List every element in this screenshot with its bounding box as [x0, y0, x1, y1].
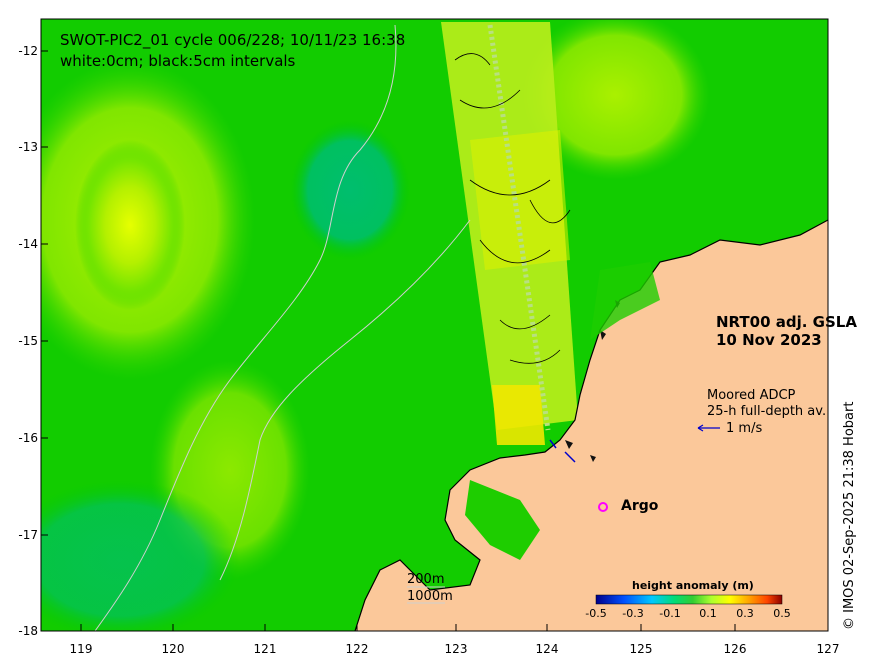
- isobath-200m: [94, 24, 397, 631]
- y-tick-label: -12: [18, 44, 38, 58]
- adcp-averaging: 25-h full-depth av.: [707, 404, 827, 419]
- x-tick-label: 122: [345, 642, 369, 656]
- x-tick-label: 127: [816, 642, 840, 656]
- colorbar-title: height anomaly (m): [632, 579, 754, 592]
- y-tick-label: -16: [18, 431, 38, 445]
- adcp-vector-2: [564, 451, 576, 463]
- map-title: SWOT-PIC2_01 cycle 006/228; 10/11/23 16:…: [60, 31, 406, 49]
- y-tick-label: -17: [18, 528, 38, 542]
- swot-swath-patch-1: [470, 130, 570, 270]
- product-date: 10 Nov 2023: [716, 331, 822, 349]
- x-tick-label: 119: [69, 642, 93, 656]
- land: [355, 220, 828, 631]
- map-frame: [40, 18, 829, 632]
- colorbar-tick: 0.1: [699, 607, 717, 620]
- adcp-vector-1: [549, 439, 557, 449]
- isobath-200m-label: 200m: [407, 572, 445, 587]
- axis-ticks: [41, 50, 829, 631]
- colorbar-tick: 0.5: [773, 607, 791, 620]
- colorbar: [595, 594, 783, 605]
- adcp-scale-arrowhead: [697, 424, 704, 432]
- coastal-sla: [590, 262, 660, 340]
- adcp-scale-label: 1 m/s: [726, 421, 763, 436]
- x-tick-label: 123: [444, 642, 468, 656]
- sla-high-northeast: [520, 19, 710, 180]
- colorbar-tick: -0.1: [659, 607, 681, 620]
- coastline: [354, 219, 828, 631]
- swot-contours: [454, 53, 571, 364]
- y-tick-label: -18: [18, 624, 38, 638]
- x-tick-label: 121: [253, 642, 277, 656]
- sla-low-southwest: [41, 480, 240, 631]
- credit-text: © IMOS 02-Sep-2025 21:38 Hobart: [842, 401, 857, 630]
- y-tick-label: -14: [18, 237, 38, 251]
- argo-label: Argo: [621, 498, 659, 514]
- gulf-sla: [465, 480, 540, 560]
- colorbar-tick: -0.3: [622, 607, 644, 620]
- sla-high-west-core: [75, 140, 185, 310]
- colorbar-tick: -0.5: [585, 607, 607, 620]
- isobath-1000m-label: 1000m: [407, 589, 453, 604]
- product-name: NRT00 adj. GSLA: [716, 313, 857, 331]
- colorbar-tick: 0.3: [736, 607, 754, 620]
- coast-islands: [565, 300, 620, 462]
- isobath-1000m: [219, 219, 471, 581]
- swot-swath-patch-2: [492, 385, 545, 445]
- argo-marker: [598, 502, 608, 512]
- y-tick-label: -15: [18, 334, 38, 348]
- y-tick-label: -13: [18, 140, 38, 154]
- x-tick-label: 126: [723, 642, 747, 656]
- adcp-label: Moored ADCP: [707, 388, 796, 403]
- x-tick-label: 125: [629, 642, 653, 656]
- swot-nadir-track: [487, 24, 551, 431]
- x-tick-label: 124: [535, 642, 559, 656]
- sla-low-center: [290, 120, 410, 260]
- contour-legend: white:0cm; black:5cm intervals: [60, 52, 296, 70]
- x-tick-label: 120: [161, 642, 185, 656]
